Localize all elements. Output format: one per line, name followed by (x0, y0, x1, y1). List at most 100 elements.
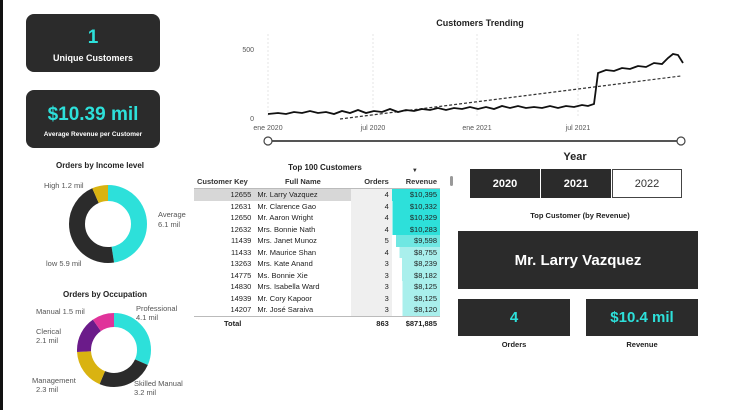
table-row[interactable]: 11433 Mr. Maurice Shan 4 $8,755 (194, 246, 440, 258)
cell-orders: 3 (351, 304, 392, 316)
table-row[interactable]: 12632 Mrs. Bonnie Nath 4 $10,283 (194, 223, 440, 235)
cell-full-name: Mr. Larry Vazquez (257, 190, 318, 200)
top-customer-orders-value: 4 (509, 309, 519, 326)
occupation-label-professional-value: 4.1 mil (136, 313, 158, 322)
income-label-average-value: 6.1 mil (158, 220, 180, 229)
occupation-label-skilled-value: 3.2 mil (134, 388, 156, 397)
total-label: Total (224, 319, 242, 328)
occupation-label-manual: Manual 1.5 mil (36, 307, 85, 316)
table-row[interactable]: 12655 Mr. Larry Vazquez 4 $10,395 (194, 188, 440, 201)
year-option-2020[interactable]: 2020 (470, 169, 540, 198)
date-range-slider-start-handle[interactable] (263, 136, 273, 146)
income-chart-title: Orders by Income level (55, 161, 145, 170)
cell-orders: 5 (351, 235, 392, 247)
cell-revenue: $8,125 (391, 292, 440, 304)
top-customer-revenue-value: $10.4 mil (610, 309, 674, 326)
window-edge (0, 0, 3, 410)
top-customer-card: Mr. Larry Vazquez (458, 231, 698, 289)
column-header-orders[interactable]: Orders (364, 176, 389, 186)
occupation-slice-skilled-manual[interactable] (77, 313, 151, 387)
year-option-2021[interactable]: 2021 (541, 169, 611, 198)
cell-full-name: Mrs. Isabella Ward (257, 282, 320, 292)
income-label-low: low 5.9 mil (46, 259, 82, 268)
cell-full-name: Mr. José Saraiva (257, 305, 314, 315)
cell-full-name: Mrs. Janet Munoz (257, 236, 317, 246)
cell-orders: 3 (351, 269, 392, 281)
cell-revenue: $10,395 (391, 188, 440, 201)
year-option-2022[interactable]: 2022 (612, 169, 682, 198)
occupation-label-professional-name: Professional (136, 304, 178, 313)
unique-customers-card: 1 Unique Customers (26, 14, 160, 72)
avg-revenue-card: $10.39 mil Average Revenue per Customer (26, 90, 160, 148)
cell-customer-key: 14775 (230, 270, 252, 280)
cell-customer-key: 12650 (230, 213, 252, 223)
cell-full-name: Mr. Clarence Gao (257, 201, 317, 211)
cell-revenue: $10,283 (391, 223, 440, 235)
trend-line-chart: 500 0 ene 2020 jul 2020 ene 2021 jul 202… (242, 34, 686, 146)
total-empty-cell (254, 316, 351, 331)
column-header-revenue-label: Revenue (405, 176, 437, 186)
occupation-label-skilled-name: Skilled Manual (134, 379, 183, 388)
occupation-slice-manual[interactable] (77, 313, 151, 387)
cell-customer-key: 14207 (230, 305, 252, 315)
y-tick-500: 500 (242, 47, 254, 54)
year-slicer-title: Year (563, 151, 587, 163)
column-header-revenue[interactable]: Revenue ▼ (392, 168, 440, 189)
cell-customer-key: 11433 (231, 247, 252, 257)
top100-table: Customer Key Full Name Orders Revenue ▼ … (194, 168, 440, 331)
table-row[interactable]: 14775 Ms. Bonnie Xie 3 $8,182 (194, 269, 440, 281)
occupation-slice-clerical[interactable] (77, 313, 151, 387)
income-donut-chart: High 1.2 mil Average 6.1 mil low 5.9 mil (44, 181, 186, 268)
top-customer-orders-card: 4 (458, 299, 570, 336)
cell-customer-key: 13263 (230, 259, 252, 269)
occupation-chart-title: Orders by Occupation (62, 290, 148, 299)
cell-customer-key: 11439 (231, 236, 252, 246)
sort-descending-icon: ▼ (411, 168, 418, 174)
cell-customer-key: 12631 (230, 201, 252, 211)
column-header-full-name[interactable]: Full Name (284, 176, 321, 186)
column-header-customer-key[interactable]: Customer Key (197, 176, 248, 186)
cell-orders: 4 (351, 200, 392, 212)
table-row[interactable]: 14939 Mr. Cory Kapoor 3 $8,125 (194, 292, 440, 304)
cell-revenue: $10,332 (391, 200, 440, 212)
occupation-label-management-value: 2.3 mil (36, 385, 58, 394)
unique-customers-value: 1 (87, 27, 99, 48)
total-orders: 863 (376, 319, 389, 328)
income-slice-high[interactable] (69, 185, 147, 263)
cell-revenue: $8,182 (391, 269, 440, 281)
cell-orders: 3 (351, 281, 392, 293)
table-row[interactable]: 11439 Mrs. Janet Munoz 5 $9,598 (194, 235, 440, 247)
table-scrollbar[interactable] (450, 176, 453, 186)
top100-table-title: Top 100 Customers (288, 163, 362, 172)
cell-orders: 4 (351, 188, 392, 201)
income-label-high: High 1.2 mil (44, 181, 84, 190)
top-customer-title: Top Customer (by Revenue) (530, 211, 630, 220)
cell-revenue: $8,755 (391, 246, 440, 258)
income-label-average-name: Average (158, 210, 186, 219)
top100-table-container: Customer Key Full Name Orders Revenue ▼ … (194, 168, 453, 334)
table-row[interactable]: 13263 Mrs. Kate Anand 3 $8,239 (194, 258, 440, 270)
top-customer-name: Mr. Larry Vazquez (514, 251, 642, 269)
table-row[interactable]: 12631 Mr. Clarence Gao 4 $10,332 (194, 200, 440, 212)
x-tick-jul-2020: jul 2020 (360, 125, 386, 132)
income-slice-low[interactable] (69, 185, 147, 263)
cell-orders: 4 (351, 246, 392, 258)
avg-revenue-label: Average Revenue per Customer (43, 131, 143, 138)
x-tick-ene-2021: ene 2021 (462, 125, 491, 132)
top-customer-orders-label: Orders (501, 340, 527, 349)
y-tick-0: 0 (250, 116, 254, 123)
cell-customer-key: 12632 (230, 224, 252, 234)
cell-full-name: Mr. Maurice Shan (257, 247, 317, 257)
x-tick-jul-2021: jul 2021 (565, 125, 591, 132)
cell-revenue: $8,125 (391, 281, 440, 293)
cell-full-name: Mrs. Bonnie Nath (257, 224, 316, 234)
cell-customer-key: 12655 (230, 190, 252, 200)
table-row[interactable]: 14207 Mr. José Saraiva 3 $8,120 (194, 304, 440, 316)
date-range-slider-end-handle[interactable] (676, 136, 686, 146)
table-row[interactable]: 12650 Mr. Aaron Wright 4 $10,329 (194, 212, 440, 224)
total-revenue: $871,885 (405, 319, 437, 328)
table-header-row: Customer Key Full Name Orders Revenue ▼ (194, 168, 440, 189)
table-row[interactable]: 14830 Mrs. Isabella Ward 3 $8,125 (194, 281, 440, 293)
cell-full-name: Ms. Bonnie Xie (257, 270, 308, 280)
cell-revenue: $8,239 (391, 258, 440, 270)
